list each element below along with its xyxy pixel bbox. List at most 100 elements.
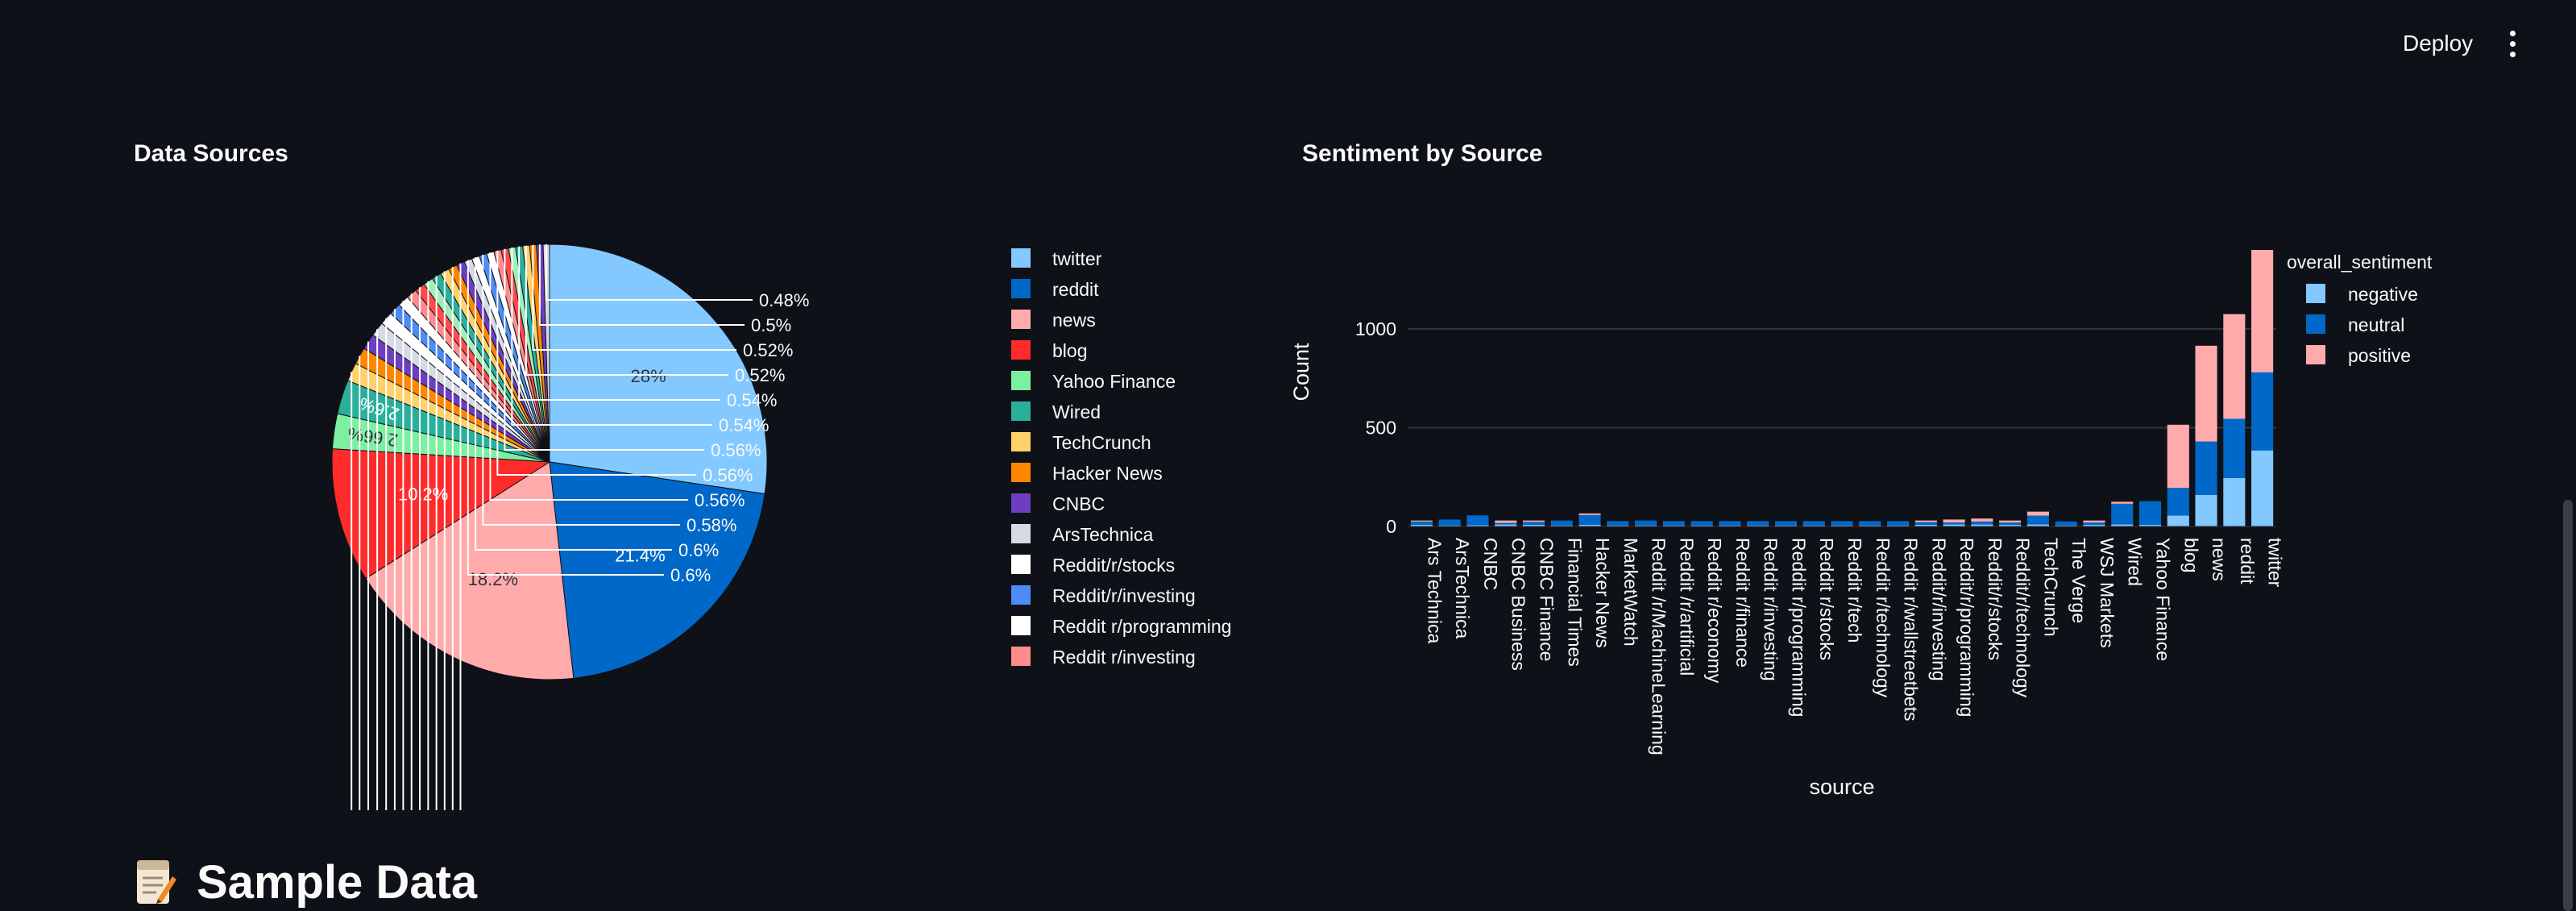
bar-segment[interactable] <box>1719 521 1741 526</box>
bar-segment[interactable] <box>1831 521 1853 526</box>
bar-segment[interactable] <box>2083 520 2105 523</box>
bar-segment[interactable] <box>2195 441 2217 495</box>
bar-segment[interactable] <box>1971 524 1993 526</box>
bar-segment[interactable] <box>2251 250 2274 372</box>
bar-segment[interactable] <box>2223 418 2246 478</box>
bar-segment[interactable] <box>2083 522 2105 526</box>
page-scrollbar[interactable] <box>2560 0 2576 911</box>
legend-swatch[interactable] <box>1011 432 1031 451</box>
legend-label[interactable]: ArsTechnica <box>1052 524 1153 545</box>
legend-label[interactable]: negative <box>2348 284 2418 305</box>
pie-slice[interactable] <box>549 243 768 495</box>
bar-segment[interactable] <box>1802 521 1825 526</box>
bar-segment[interactable] <box>1410 520 1433 522</box>
legend-swatch[interactable] <box>1011 616 1031 635</box>
bar-segment[interactable] <box>1522 522 1545 526</box>
bar-segment[interactable] <box>2055 521 2077 526</box>
bar-segment[interactable] <box>1999 522 2022 526</box>
legend-label[interactable]: TechCrunch <box>1052 432 1151 453</box>
bar-segment[interactable] <box>2083 525 2105 526</box>
legend-label[interactable]: reddit <box>1052 279 1099 300</box>
bar-segment[interactable] <box>1495 524 1517 526</box>
bar-segment[interactable] <box>1859 521 1881 526</box>
legend-swatch[interactable] <box>1011 310 1031 329</box>
bar-segment[interactable] <box>2111 501 2134 504</box>
bar-segment[interactable] <box>1774 521 1798 526</box>
bar-segment[interactable] <box>1971 518 1993 522</box>
scrollbar-thumb[interactable] <box>2563 500 2573 911</box>
bar-segment[interactable] <box>1607 521 1629 526</box>
legend-label[interactable]: Wired <box>1052 401 1101 422</box>
bar-segment[interactable] <box>1914 520 1937 522</box>
legend-label[interactable]: blog <box>1052 340 1087 361</box>
bar-segment[interactable] <box>1690 521 1713 526</box>
bar-segment[interactable] <box>1495 520 1517 523</box>
bar-segment[interactable] <box>2195 494 2217 526</box>
bar-segment[interactable] <box>1410 521 1433 526</box>
legend-swatch[interactable] <box>1011 371 1031 390</box>
legend-swatch[interactable] <box>1011 493 1031 513</box>
bar-segment[interactable] <box>1662 521 1685 526</box>
legend-swatch[interactable] <box>1011 463 1031 482</box>
legend-label[interactable]: Reddit/r/stocks <box>1052 555 1175 576</box>
legend-label[interactable]: twitter <box>1052 248 1102 269</box>
bar-segment[interactable] <box>2111 524 2134 526</box>
bar-segment[interactable] <box>1466 515 1489 526</box>
pie-slice[interactable] <box>365 461 575 680</box>
bar-segment[interactable] <box>1495 522 1517 525</box>
legend-label[interactable]: Reddit/r/investing <box>1052 585 1196 606</box>
bar-segment[interactable] <box>1578 513 1601 515</box>
bar-segment[interactable] <box>2111 503 2134 525</box>
legend-label[interactable]: Yahoo Finance <box>1052 371 1176 392</box>
bar-segment[interactable] <box>1943 524 1965 526</box>
bar-segment[interactable] <box>1999 525 2022 526</box>
legend-swatch[interactable] <box>2306 314 2325 334</box>
bar-segment[interactable] <box>1438 519 1461 526</box>
bar-segment[interactable] <box>2167 488 2189 516</box>
legend-swatch[interactable] <box>1011 555 1031 574</box>
legend-swatch[interactable] <box>1011 340 1031 360</box>
more-vertical-icon[interactable] <box>2496 27 2528 60</box>
bar-segment[interactable] <box>2251 372 2274 451</box>
bar-segment[interactable] <box>1943 522 1965 525</box>
legend-swatch[interactable] <box>1011 647 1031 666</box>
deploy-button[interactable]: Deploy <box>2385 26 2491 61</box>
bar-segment[interactable] <box>1943 519 1965 523</box>
bar-segment[interactable] <box>1410 525 1433 526</box>
legend-label[interactable]: Reddit r/programming <box>1052 616 1231 637</box>
bar-segment[interactable] <box>2026 524 2049 526</box>
bar-segment[interactable] <box>1635 520 1657 526</box>
bar-segment[interactable] <box>2138 501 2162 526</box>
bar-segment[interactable] <box>2167 424 2189 489</box>
bar-segment[interactable] <box>1578 525 1601 526</box>
legend-label[interactable]: CNBC <box>1052 493 1105 514</box>
bar-segment[interactable] <box>1914 525 1937 526</box>
bar-segment[interactable] <box>2223 477 2246 526</box>
bar-segment[interactable] <box>1522 525 1545 526</box>
bar-segment[interactable] <box>1550 520 1573 526</box>
bar-segment[interactable] <box>1747 521 1769 526</box>
bar-segment[interactable] <box>1971 521 1993 525</box>
legend-swatch[interactable] <box>1011 279 1031 298</box>
bar-segment[interactable] <box>2138 525 2162 526</box>
legend-label[interactable]: neutral <box>2348 314 2404 335</box>
legend-swatch[interactable] <box>1011 524 1031 543</box>
legend-swatch[interactable] <box>1011 585 1031 605</box>
bar-segment[interactable] <box>2195 345 2217 442</box>
legend-swatch[interactable] <box>1011 248 1031 268</box>
legend-swatch[interactable] <box>1011 401 1031 421</box>
legend-swatch[interactable] <box>2306 284 2325 303</box>
bar-segment[interactable] <box>2026 511 2049 516</box>
bar-segment[interactable] <box>2223 314 2246 419</box>
legend-label[interactable]: Reddit r/investing <box>1052 647 1196 668</box>
legend-label[interactable]: news <box>1052 310 1096 331</box>
bar-segment[interactable] <box>1914 522 1937 526</box>
bar-segment[interactable] <box>1999 520 2022 523</box>
bar-segment[interactable] <box>1522 520 1545 522</box>
bar-segment[interactable] <box>2251 450 2274 526</box>
bar-segment[interactable] <box>1578 514 1601 526</box>
bar-segment[interactable] <box>1886 521 1910 526</box>
bar-segment[interactable] <box>2167 515 2189 526</box>
bar-segment[interactable] <box>2026 515 2049 525</box>
legend-label[interactable]: positive <box>2348 345 2411 366</box>
